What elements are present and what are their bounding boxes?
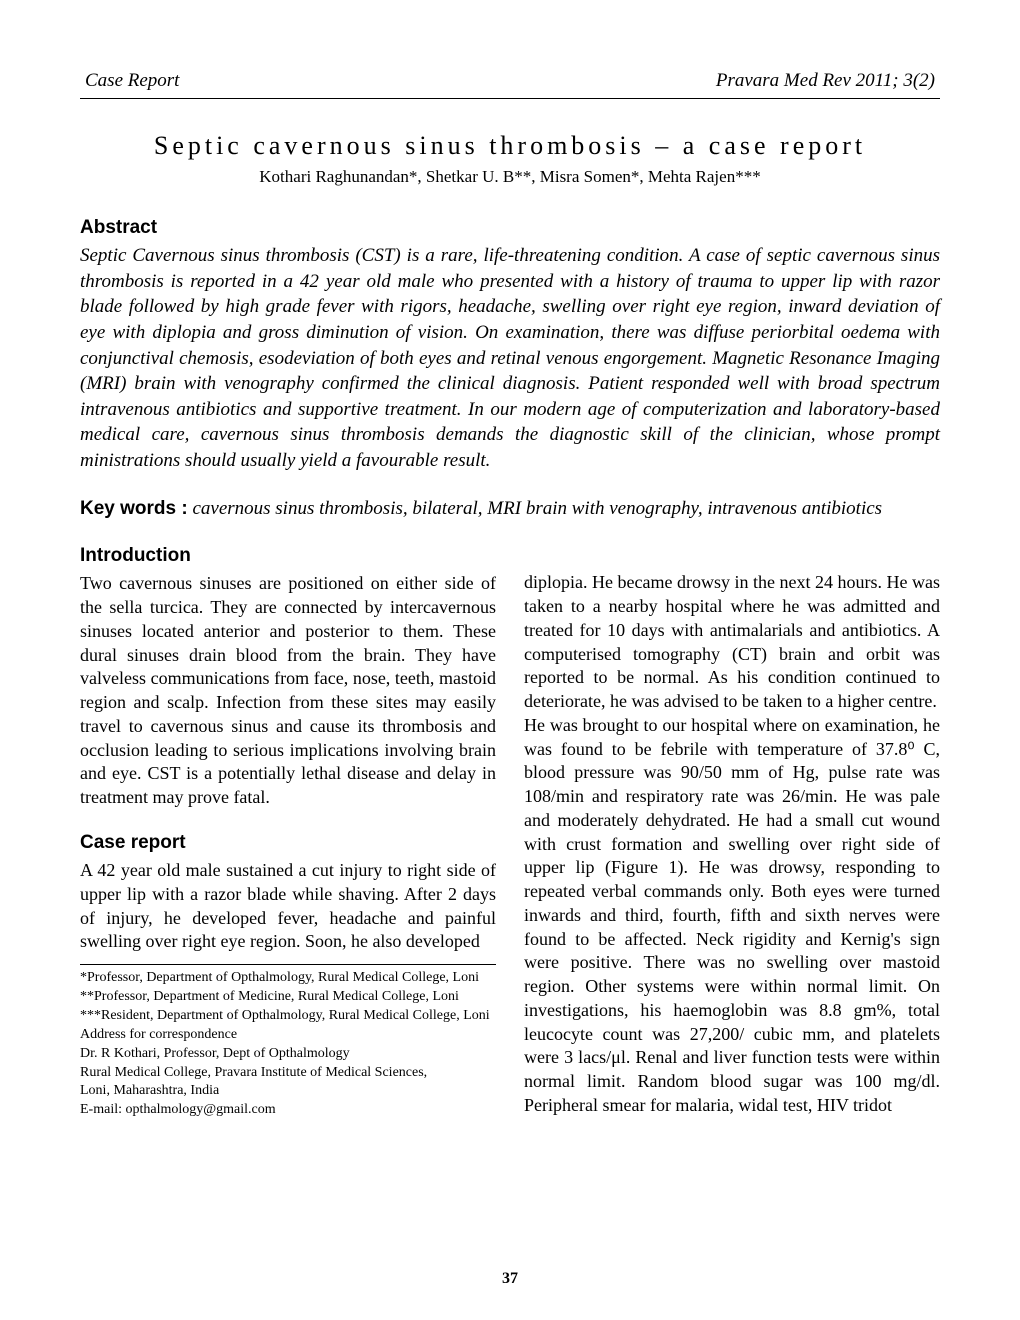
footnote-7: Loni, Maharashtra, India	[80, 1082, 496, 1101]
header-left: Case Report	[85, 70, 179, 92]
footnote-divider	[80, 964, 496, 965]
abstract-text: Septic Cavernous sinus thrombosis (CST) …	[80, 243, 940, 474]
footnote-2: **Professor, Department of Medicine, Rur…	[80, 988, 496, 1007]
header: Case Report Pravara Med Rev 2011; 3(2)	[80, 70, 940, 92]
right-column: diplopia. He became drowsy in the next 2…	[524, 541, 940, 1120]
header-right: Pravara Med Rev 2011; 3(2)	[716, 70, 935, 92]
footnote-6: Rural Medical College, Pravara Institute…	[80, 1064, 496, 1083]
intro-text: Two cavernous sinuses are positioned on …	[80, 572, 496, 810]
keywords-label: Key words :	[80, 498, 188, 519]
left-column: Introduction Two cavernous sinuses are p…	[80, 541, 496, 1120]
keywords-content: cavernous sinus thrombosis, bilateral, M…	[188, 498, 882, 519]
case-heading: Case report	[80, 830, 496, 855]
two-column-body: Introduction Two cavernous sinuses are p…	[80, 541, 940, 1120]
keywords-block: Key words : cavernous sinus thrombosis, …	[80, 496, 940, 522]
footnote-4: Address for correspondence	[80, 1026, 496, 1045]
footnote-5: Dr. R Kothari, Professor, Dept of Opthal…	[80, 1045, 496, 1064]
footnote-3: ***Resident, Department of Opthalmology,…	[80, 1007, 496, 1026]
paper-title: Septic cavernous sinus thrombosis – a ca…	[80, 131, 940, 161]
page-number: 37	[0, 1270, 1020, 1288]
abstract-heading: Abstract	[80, 217, 940, 239]
intro-heading: Introduction	[80, 543, 496, 568]
footnote-1: *Professor, Department of Opthalmology, …	[80, 969, 496, 988]
header-divider	[80, 98, 940, 99]
footnote-8: E-mail: opthalmology@gmail.com	[80, 1101, 496, 1120]
case-text-right-p1: diplopia. He became drowsy in the next 2…	[524, 571, 940, 714]
case-text-left: A 42 year old male sustained a cut injur…	[80, 859, 496, 954]
footnotes: *Professor, Department of Opthalmology, …	[80, 969, 496, 1120]
case-text-right-p2: He was brought to our hospital where on …	[524, 714, 940, 1118]
authors-line: Kothari Raghunandan*, Shetkar U. B**, Mi…	[80, 167, 940, 187]
